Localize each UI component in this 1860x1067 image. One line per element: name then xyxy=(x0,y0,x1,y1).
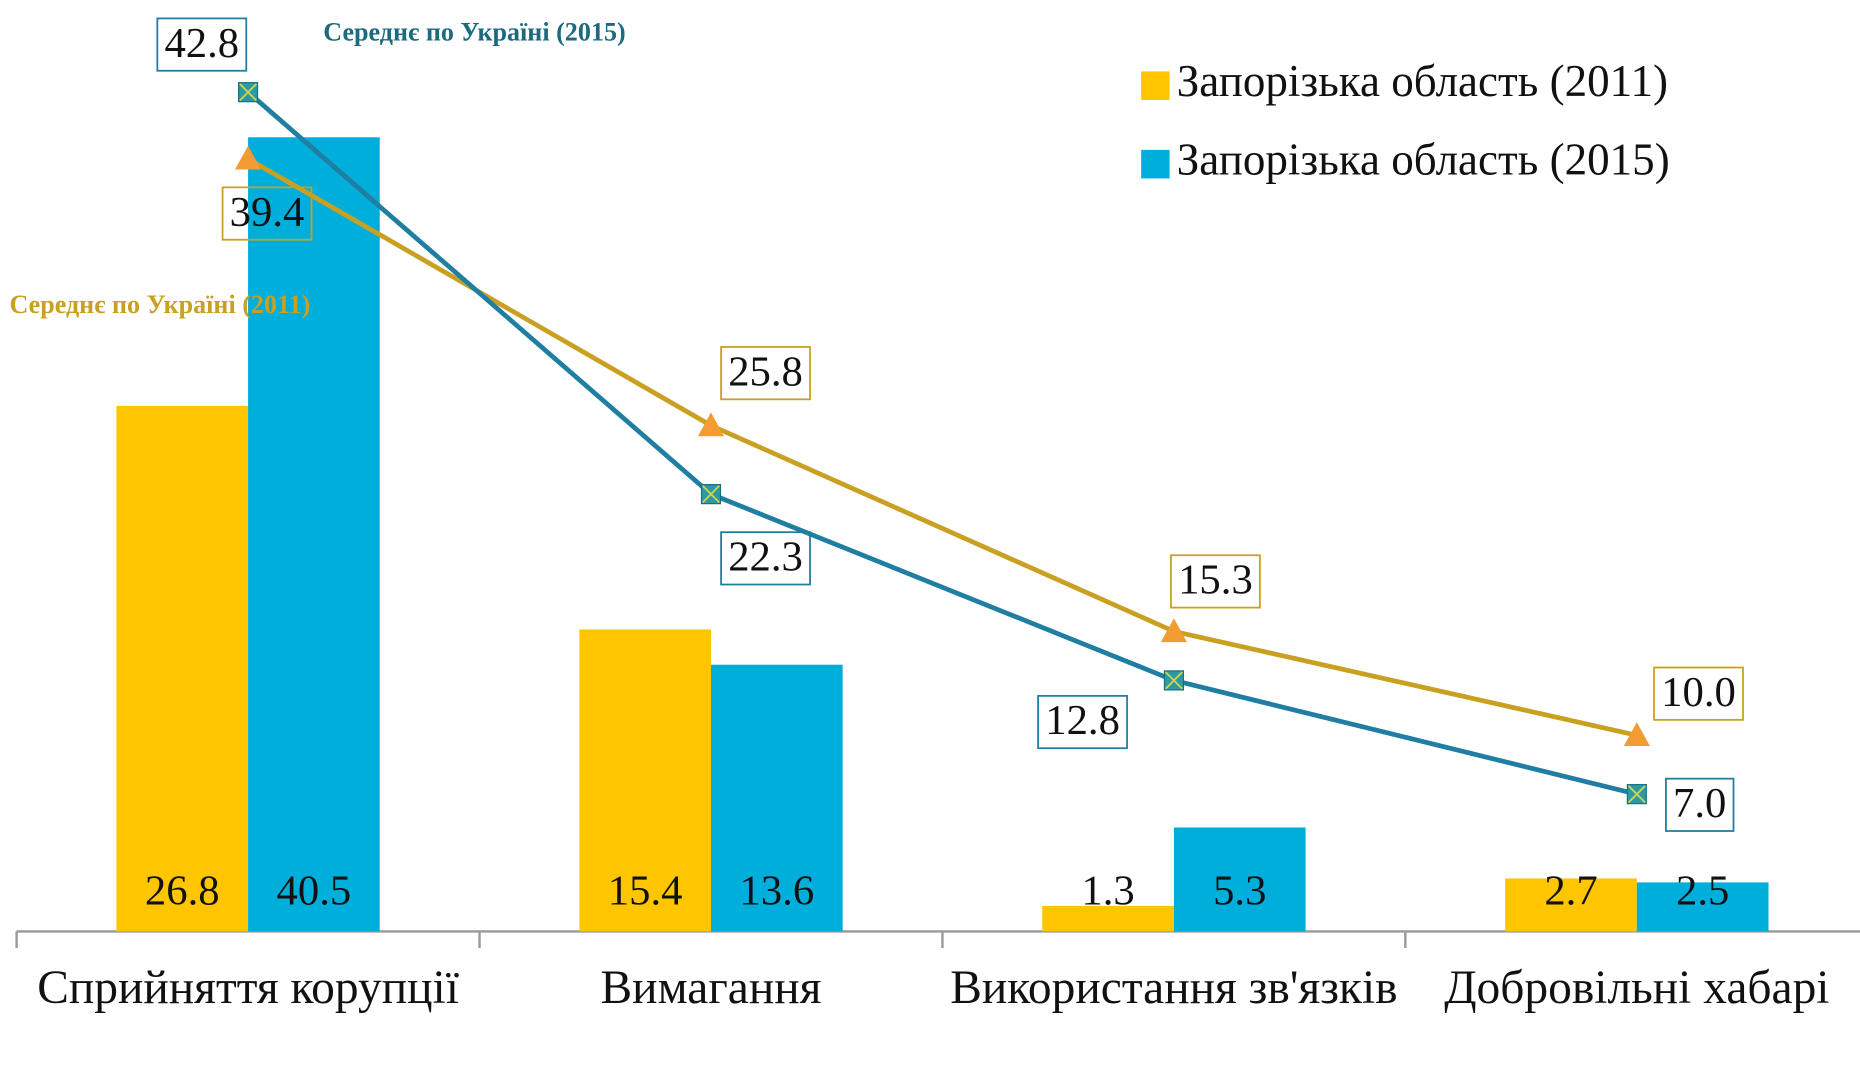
line-label-box xyxy=(156,17,248,72)
line-value-label: 22.3 xyxy=(728,534,803,581)
line-label-box xyxy=(221,186,313,241)
x-tick-label: Добровільні хабарі xyxy=(1444,961,1830,1014)
line-marker xyxy=(700,484,722,505)
line-marker xyxy=(1626,784,1647,805)
bar xyxy=(579,629,711,932)
line-value-label: 42.8 xyxy=(164,20,239,67)
x-tick-label-box: Використання зв'язків xyxy=(950,961,1398,1014)
bar xyxy=(116,405,249,932)
line-label-box xyxy=(1037,694,1128,750)
bar-value-label: 40.5 xyxy=(277,867,352,914)
line-value-label: 7.0 xyxy=(1673,780,1726,827)
bar-value-label: 5.3 xyxy=(1213,867,1266,914)
line-value-label: 25.8 xyxy=(728,348,803,395)
bar xyxy=(710,664,843,932)
line-marker xyxy=(235,145,262,170)
x-tick-label: Вимагання xyxy=(600,961,822,1014)
line-value-label: 12.8 xyxy=(1045,697,1120,744)
line-marker xyxy=(1160,618,1187,643)
line xyxy=(246,90,1638,797)
line-marker xyxy=(1163,670,1185,691)
bar xyxy=(1505,878,1637,932)
bar xyxy=(1636,882,1769,932)
marker-cross xyxy=(239,83,258,102)
x-tick-label: Використання зв'язків xyxy=(950,961,1398,1014)
line-marker xyxy=(237,82,259,103)
line-label-box xyxy=(720,346,811,401)
line-label-box xyxy=(1665,777,1735,832)
marker-cross xyxy=(1164,671,1183,690)
x-tick-label: Сприйняття корупції xyxy=(37,961,459,1014)
marker-cross xyxy=(1627,785,1646,804)
x-tick-label-box: Добровільні хабарі xyxy=(1444,961,1830,1014)
bar-value-label: 15.4 xyxy=(608,867,683,914)
legend-label: Запорізька область (2011) xyxy=(1177,56,1668,106)
bar-value-label: 1.3 xyxy=(1081,867,1134,914)
legend-swatch xyxy=(1141,149,1170,179)
legend-label: Запорізька область (2015) xyxy=(1177,134,1670,184)
x-tick-label-box: Вимагання xyxy=(600,961,822,1014)
bar xyxy=(1173,827,1306,932)
bar xyxy=(248,137,380,932)
bar-value-label: 2.5 xyxy=(1676,867,1729,914)
line-label-box xyxy=(1653,666,1744,721)
bar-value-label: 2.7 xyxy=(1544,867,1597,914)
line-label-box xyxy=(720,531,811,586)
line-marker xyxy=(1623,722,1650,747)
bar-value-label: 26.8 xyxy=(145,867,220,914)
bar xyxy=(1042,905,1174,932)
line-marker xyxy=(697,412,725,437)
line-label-box xyxy=(1170,554,1261,609)
line-value-label: 15.3 xyxy=(1178,557,1253,604)
series-annotation-box: Середнє по Україні (2015) xyxy=(323,16,626,47)
series-annotation: Середнє по Україні (2011) xyxy=(9,290,310,319)
line xyxy=(246,156,1638,738)
bar-value-label: 13.6 xyxy=(739,867,814,914)
line-value-label: 10.0 xyxy=(1661,669,1736,716)
marker-cross xyxy=(702,485,720,504)
legend-swatch xyxy=(1141,71,1170,100)
series-annotation: Середнє по Україні (2015) xyxy=(323,16,626,47)
line-value-label: 39.4 xyxy=(230,189,305,236)
x-tick-label-box: Сприйняття корупції xyxy=(37,961,459,1014)
